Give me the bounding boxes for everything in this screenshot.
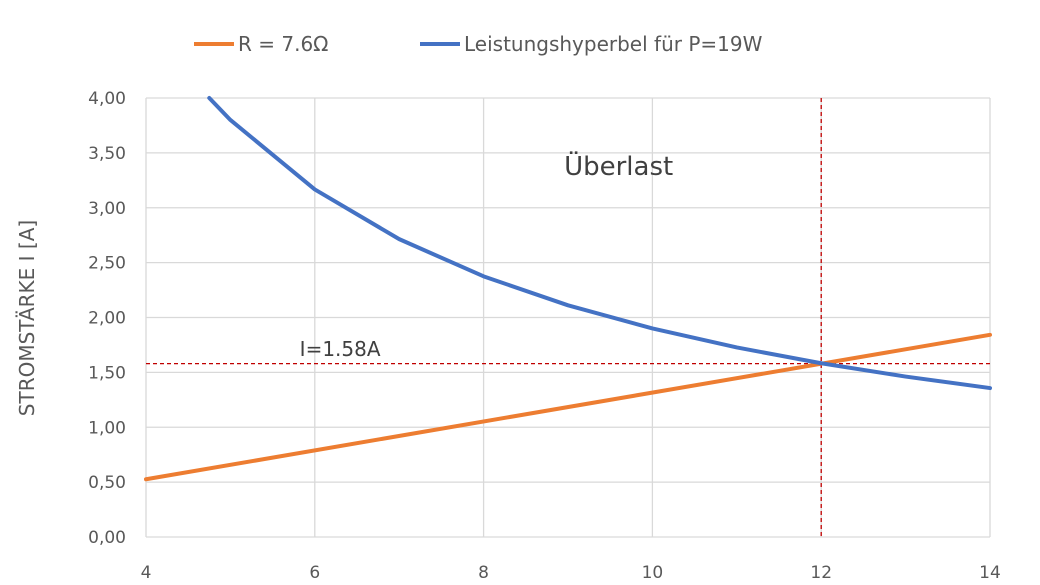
y-tick-label: 2,50 (88, 254, 126, 274)
x-tick-label: 14 (979, 563, 1001, 583)
y-tick-label: 0,50 (88, 473, 126, 493)
annotations: Überlast I=1.58A (300, 150, 674, 361)
series (144, 96, 992, 482)
x-tick-label: 10 (642, 563, 664, 583)
series-line-1 (207, 96, 992, 391)
x-tick-label: 8 (478, 563, 489, 583)
y-axis-label: STROMSTÄRKE I [A] (15, 220, 39, 416)
y-tick-label: 3,50 (88, 144, 126, 164)
y-tick-label: 3,00 (88, 199, 126, 219)
series-line-0 (144, 332, 992, 482)
y-tick-label: 4,00 (88, 89, 126, 109)
legend-label: R = 7.6Ω (238, 32, 328, 56)
y-tick-labels: 0,00 0,50 1,00 1,50 2,00 2,50 3,00 3,50 4,00 (88, 89, 126, 548)
y-tick-label: 0,00 (88, 528, 126, 548)
x-tick-label: 12 (810, 563, 832, 583)
legend-label: Leistungshyperbel für P=19W (464, 32, 763, 56)
legend: R = 7.6Ω Leistungshyperbel für P=19W (194, 32, 763, 56)
y-tick-label: 2,00 (88, 309, 126, 329)
x-tick-label: 4 (141, 563, 152, 583)
y-tick-label: 1,00 (88, 418, 126, 438)
annotation-0: Überlast (564, 150, 673, 182)
y-tick-label: 1,50 (88, 363, 126, 383)
x-tick-label: 6 (309, 563, 320, 583)
annotation-1: I=1.58A (300, 337, 381, 361)
x-tick-labels: 4 6 8 10 12 14 (141, 563, 1001, 583)
reference-lines (146, 98, 990, 537)
